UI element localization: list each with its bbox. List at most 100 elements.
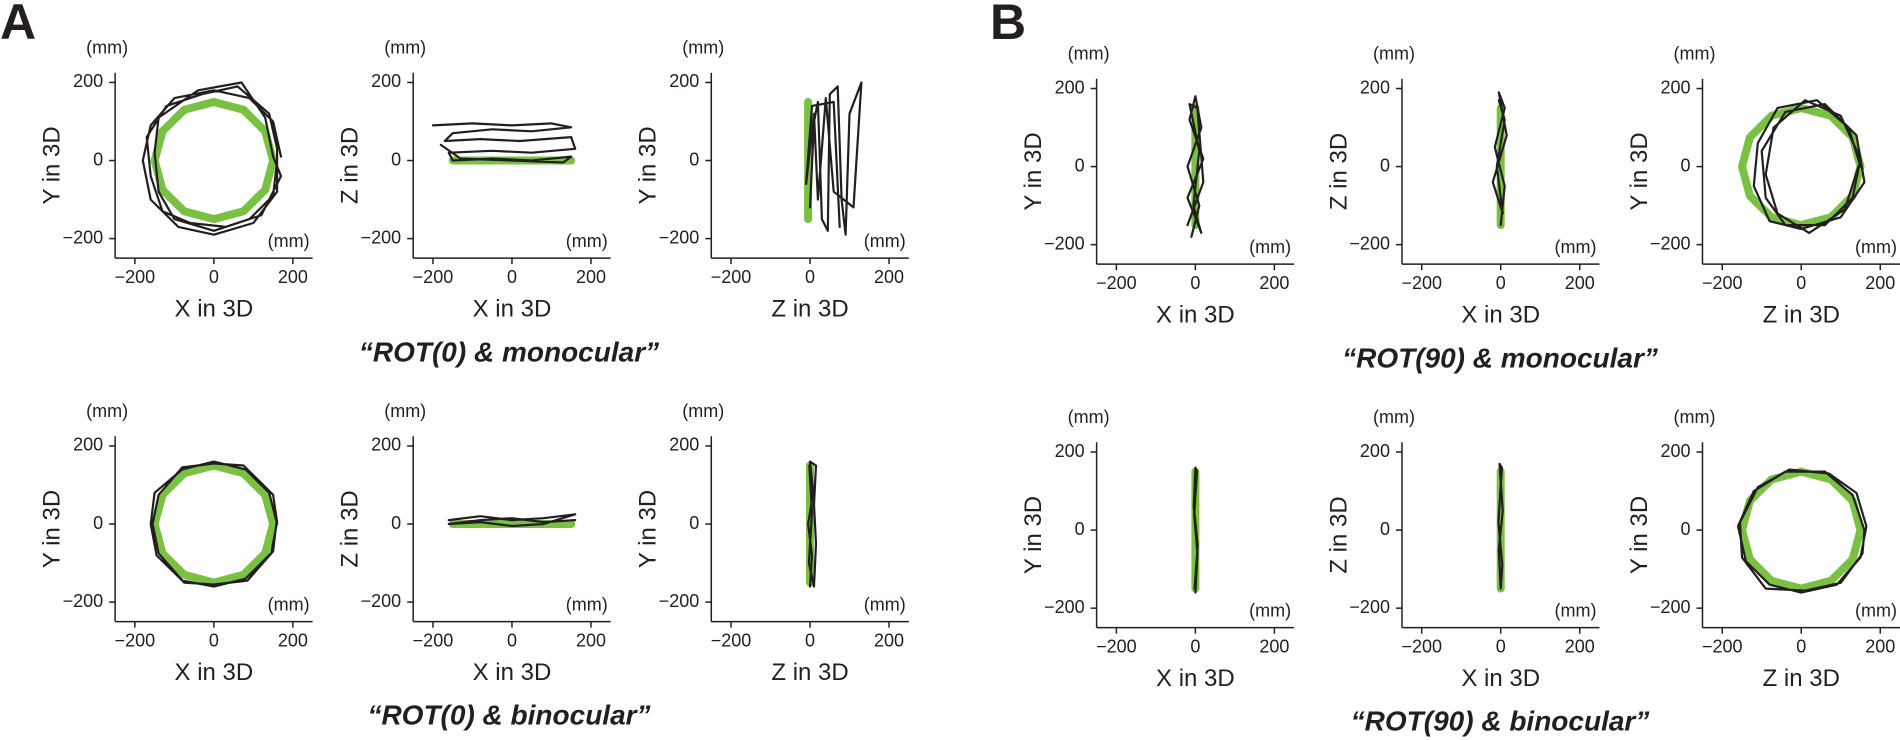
y-tick-label: −200 bbox=[1650, 233, 1691, 253]
x-axis-label: X in 3D bbox=[175, 659, 254, 686]
y-axis-label: Z in 3D bbox=[1325, 133, 1352, 210]
y-tick-label: −200 bbox=[361, 591, 402, 611]
x-axis-label: Z in 3D bbox=[1763, 665, 1840, 692]
y-unit: (mm) bbox=[1673, 407, 1715, 427]
x-tick-label: −200 bbox=[413, 267, 454, 287]
x-unit: (mm) bbox=[1249, 600, 1291, 620]
x-tick-label: 200 bbox=[1865, 273, 1895, 293]
x-tick-label: 200 bbox=[1259, 273, 1289, 293]
x-unit: (mm) bbox=[1554, 600, 1596, 620]
y-tick-label: −200 bbox=[659, 227, 700, 247]
x-axis-label: X in 3D bbox=[473, 295, 552, 322]
x-tick-label: 200 bbox=[1259, 636, 1289, 656]
trajectory bbox=[1186, 95, 1205, 238]
y-tick-label: 0 bbox=[689, 513, 699, 533]
x-unit: (mm) bbox=[566, 594, 608, 614]
y-tick-label: −200 bbox=[1349, 233, 1390, 253]
x-tick-label: 0 bbox=[1496, 636, 1506, 656]
y-tick-label: 0 bbox=[1380, 155, 1390, 175]
x-unit: (mm) bbox=[566, 231, 608, 251]
y-tick-label: 200 bbox=[371, 71, 401, 91]
x-axis-label: X in 3D bbox=[473, 659, 552, 686]
y-tick-label: 200 bbox=[1360, 441, 1390, 461]
x-axis-label: Z in 3D bbox=[1763, 302, 1840, 329]
y-unit: (mm) bbox=[1673, 44, 1715, 64]
y-tick-label: 0 bbox=[93, 149, 103, 169]
x-tick-label: 0 bbox=[507, 267, 517, 287]
trajectory bbox=[1491, 91, 1508, 227]
x-unit: (mm) bbox=[268, 231, 310, 251]
y-tick-label: −200 bbox=[63, 591, 104, 611]
y-tick-label: 200 bbox=[1055, 441, 1085, 461]
caption: “ROT(90) & monocular” bbox=[1342, 342, 1658, 373]
trajectory bbox=[141, 81, 283, 236]
y-tick-label: 200 bbox=[371, 435, 401, 455]
x-unit: (mm) bbox=[864, 594, 906, 614]
x-tick-label: 200 bbox=[1565, 273, 1595, 293]
y-tick-label: 0 bbox=[1380, 519, 1390, 539]
x-tick-label: −200 bbox=[1096, 636, 1137, 656]
caption: “ROT(90) & binocular” bbox=[1351, 705, 1650, 736]
y-unit: (mm) bbox=[1373, 44, 1415, 64]
trajectory bbox=[150, 461, 278, 587]
trajectory bbox=[1192, 466, 1199, 594]
y-tick-label: 200 bbox=[1660, 441, 1690, 461]
x-tick-label: 200 bbox=[576, 630, 606, 650]
x-tick-label: 0 bbox=[209, 630, 219, 650]
x-tick-label: 0 bbox=[507, 630, 517, 650]
x-tick-label: −200 bbox=[413, 630, 454, 650]
trajectory bbox=[149, 460, 279, 588]
trajectory bbox=[447, 513, 577, 528]
caption: “ROT(0) & binocular” bbox=[367, 699, 650, 730]
trajectory bbox=[1752, 99, 1866, 234]
y-axis-label: Y in 3D bbox=[1020, 496, 1047, 574]
y-axis-label: Y in 3D bbox=[635, 490, 662, 568]
y-unit: (mm) bbox=[86, 37, 128, 57]
y-axis-label: Z in 3D bbox=[1325, 496, 1352, 573]
x-tick-label: 0 bbox=[1796, 636, 1806, 656]
y-tick-label: −200 bbox=[361, 227, 402, 247]
trajectory bbox=[1738, 467, 1865, 593]
y-axis-label: Z in 3D bbox=[337, 490, 364, 567]
y-tick-label: −200 bbox=[659, 591, 700, 611]
x-tick-label: −200 bbox=[115, 267, 156, 287]
y-tick-label: 200 bbox=[73, 435, 103, 455]
y-unit: (mm) bbox=[1068, 44, 1110, 64]
x-axis-label: X in 3D bbox=[1156, 665, 1235, 692]
x-tick-label: 200 bbox=[1865, 636, 1895, 656]
y-tick-label: 0 bbox=[1075, 519, 1085, 539]
x-unit: (mm) bbox=[268, 594, 310, 614]
trajectory bbox=[807, 460, 818, 588]
y-axis-label: Y in 3D bbox=[635, 126, 662, 204]
x-unit: (mm) bbox=[1855, 600, 1897, 620]
caption: “ROT(0) & monocular” bbox=[359, 336, 659, 367]
x-tick-label: −200 bbox=[711, 630, 752, 650]
y-tick-label: 0 bbox=[1680, 155, 1690, 175]
x-unit: (mm) bbox=[1855, 237, 1897, 257]
x-axis-label: X in 3D bbox=[1156, 302, 1235, 329]
y-unit: (mm) bbox=[1068, 407, 1110, 427]
y-tick-label: 200 bbox=[669, 435, 699, 455]
x-tick-label: −200 bbox=[115, 630, 156, 650]
x-tick-label: 0 bbox=[1796, 273, 1806, 293]
trajectory bbox=[431, 122, 577, 164]
y-tick-label: 200 bbox=[73, 71, 103, 91]
x-tick-label: −200 bbox=[1702, 273, 1743, 293]
y-axis-label: Y in 3D bbox=[38, 490, 65, 568]
x-unit: (mm) bbox=[1554, 237, 1596, 257]
x-axis-label: X in 3D bbox=[1461, 302, 1540, 329]
trajectory bbox=[1497, 462, 1504, 590]
x-tick-label: 0 bbox=[805, 630, 815, 650]
x-tick-label: −200 bbox=[1401, 636, 1442, 656]
x-tick-label: 200 bbox=[278, 630, 308, 650]
y-axis-label: Y in 3D bbox=[1020, 132, 1047, 210]
x-unit: (mm) bbox=[864, 231, 906, 251]
y-tick-label: −200 bbox=[1650, 597, 1691, 617]
trajectory bbox=[150, 98, 278, 224]
x-tick-label: 200 bbox=[1565, 636, 1595, 656]
panel-label: A bbox=[0, 0, 36, 50]
y-tick-label: 0 bbox=[1075, 155, 1085, 175]
x-tick-label: −200 bbox=[711, 267, 752, 287]
y-tick-label: −200 bbox=[1044, 233, 1085, 253]
